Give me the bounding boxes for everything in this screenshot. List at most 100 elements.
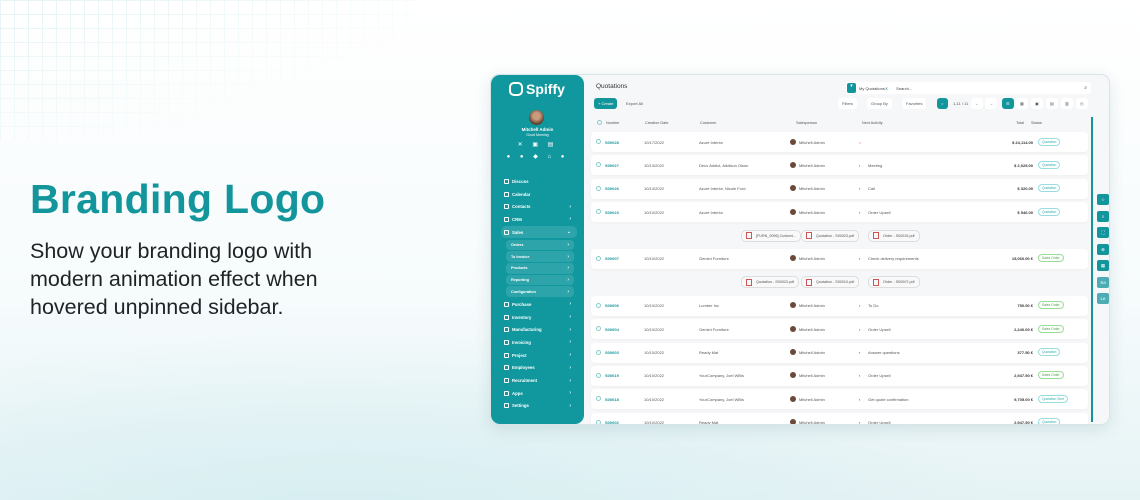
- row-checkbox[interactable]: [596, 302, 601, 308]
- side-tool-button[interactable]: ⊕: [1097, 243, 1109, 255]
- order-number[interactable]: S00023: [605, 209, 619, 215]
- side-tool-button[interactable]: ▦: [1097, 260, 1109, 271]
- prev-page-button[interactable]: ←: [971, 98, 983, 109]
- table-row[interactable]: S00019 10/10/2022 YourCompany, Joel Will…: [591, 365, 1088, 386]
- attachment-chip[interactable]: Order - S00007.pdf: [868, 276, 920, 289]
- col-total[interactable]: Total: [1016, 121, 1025, 125]
- kanban-view-button[interactable]: ▦: [1016, 98, 1028, 109]
- side-tool-button[interactable]: ⛶: [1097, 227, 1109, 238]
- sidebar-item-employees[interactable]: Employees ›: [501, 362, 577, 375]
- list-view-button[interactable]: ☰: [1002, 98, 1014, 109]
- col-customer[interactable]: Customer: [700, 121, 717, 125]
- row-checkbox[interactable]: [596, 185, 601, 191]
- order-number[interactable]: S00019: [605, 373, 619, 379]
- table-row[interactable]: S00004 10/10/2022 Gemini Furniture Mitch…: [591, 319, 1088, 340]
- side-tool-button[interactable]: ☆: [1097, 194, 1109, 205]
- scrollbar[interactable]: [1091, 117, 1093, 422]
- table-row[interactable]: S00003 10/10/2022 Ready Mat Mitchell Adm…: [591, 342, 1088, 363]
- order-number[interactable]: S00006: [605, 303, 619, 309]
- sidebar-item-discuss[interactable]: Discuss: [501, 175, 577, 188]
- search-icon[interactable]: ⌕: [1084, 85, 1087, 91]
- attachment-chip[interactable]: Quotation - S00010.pdf: [801, 276, 860, 289]
- sidebar-item-manufacturing[interactable]: Manufacturing ›: [501, 323, 577, 336]
- row-checkbox[interactable]: [596, 255, 601, 261]
- attachment-chip[interactable]: Order - S00015.pdf: [868, 229, 920, 242]
- row-checkbox[interactable]: [596, 139, 601, 144]
- table-row[interactable]: S00002 10/10/2022 Ready Mat Mitchell Adm…: [591, 412, 1088, 425]
- order-number[interactable]: S00018: [605, 396, 619, 402]
- order-number[interactable]: S00026: [605, 186, 619, 192]
- sidebar-subitem-reporting[interactable]: Reporting ›: [506, 274, 574, 286]
- activity-icon[interactable]: ○: [859, 139, 862, 145]
- filters-button[interactable]: Filters: [838, 98, 857, 109]
- sidebar-subitem-configuration[interactable]: Configuration ›: [506, 286, 574, 297]
- sidebar-item-calendar[interactable]: Calendar: [501, 188, 577, 201]
- row-checkbox[interactable]: [596, 396, 601, 402]
- order-number[interactable]: S00007: [605, 256, 619, 262]
- row-checkbox[interactable]: [596, 419, 601, 424]
- activity-view-button[interactable]: ◷: [1076, 98, 1088, 109]
- attachment-chip[interactable]: Quotation - S00023.pdf: [801, 229, 860, 242]
- sidebar-subitem-products[interactable]: Products ›: [506, 263, 574, 274]
- filter-chip[interactable]: My Quotations: [859, 85, 885, 91]
- sidebar-item-contacts[interactable]: Contacts ›: [501, 200, 577, 213]
- favorites-button[interactable]: Favorites: [902, 98, 927, 109]
- col-number[interactable]: Number: [606, 121, 620, 125]
- row-checkbox[interactable]: [596, 349, 601, 355]
- side-tool-button[interactable]: Le: [1097, 293, 1109, 304]
- sidebar-item-inventory[interactable]: Inventory ›: [501, 311, 577, 324]
- sidebar-subitem-orders[interactable]: Orders ›: [506, 239, 574, 251]
- activity-icon[interactable]: ▪: [859, 209, 861, 215]
- sidebar-item-recruitment[interactable]: Recruitment ›: [501, 374, 577, 387]
- activity-icon[interactable]: ▪: [859, 186, 861, 192]
- col-salesperson[interactable]: Salesperson: [796, 121, 818, 125]
- quick-icons[interactable]: ✕ ▣ ▤: [517, 142, 558, 148]
- search-input[interactable]: ▾ My Quotations ✕ Search... ⌕: [846, 82, 1091, 94]
- row-checkbox[interactable]: [596, 162, 601, 168]
- activity-icon[interactable]: ▪: [859, 162, 861, 168]
- sidebar-item-purchase[interactable]: Purchase ›: [501, 298, 577, 311]
- sidebar-item-apps[interactable]: Apps ›: [501, 387, 577, 400]
- sidebar-item-settings[interactable]: Settings ›: [501, 400, 577, 413]
- order-number[interactable]: S00027: [605, 162, 619, 168]
- col-date[interactable]: Creation Date: [645, 121, 669, 125]
- activity-icon[interactable]: ▪: [859, 350, 861, 356]
- select-all-checkbox[interactable]: [597, 120, 602, 125]
- attachment-chip[interactable]: Quotation - S00023.pdf: [741, 276, 800, 289]
- remove-filter-icon[interactable]: ✕: [884, 85, 889, 91]
- sidebar-subitem-to-invoice[interactable]: To Invoice ›: [506, 251, 574, 262]
- col-status[interactable]: Status: [1031, 121, 1042, 125]
- table-row[interactable]: S00006 10/10/2022 Lumber Inc Mitchell Ad…: [591, 295, 1088, 316]
- sidebar-item-invoicing[interactable]: Invoicing ›: [501, 336, 577, 349]
- table-row[interactable]: S00028 10/17/2022 Azure Interior Mitchel…: [591, 132, 1088, 152]
- row-checkbox[interactable]: [596, 209, 601, 215]
- sidebar-item-project[interactable]: Project ›: [501, 349, 577, 362]
- order-number[interactable]: S00003: [605, 350, 619, 356]
- activity-icon[interactable]: ▪: [859, 396, 861, 402]
- table-row[interactable]: S00026 10/13/2022 Azure Interior, Nicole…: [591, 178, 1088, 199]
- activity-icon[interactable]: ▪: [859, 373, 861, 379]
- row-checkbox[interactable]: [596, 372, 601, 378]
- create-button[interactable]: + Create: [594, 98, 618, 109]
- brand-logo[interactable]: Spiffy: [509, 81, 565, 97]
- side-tool-button[interactable]: ⌕: [1097, 210, 1109, 222]
- table-row[interactable]: S00023 10/10/2022 Azure Interior Mitchel…: [591, 202, 1088, 223]
- order-number[interactable]: S00002: [605, 420, 619, 425]
- row-checkbox[interactable]: [596, 326, 601, 332]
- side-tool-button[interactable]: Sa: [1097, 276, 1109, 288]
- activity-icon[interactable]: ▪: [859, 303, 861, 309]
- attachment-chip[interactable]: [FURN_0096] Customi...: [741, 229, 802, 242]
- group-by-button[interactable]: Group By: [867, 98, 892, 109]
- table-row[interactable]: S00007 10/10/2022 Gemini Furniture Mitch…: [591, 248, 1088, 269]
- calendar-view-button[interactable]: ▣: [1031, 98, 1043, 109]
- activity-icon[interactable]: ▪: [859, 420, 861, 425]
- refresh-icon[interactable]: ○: [937, 98, 948, 109]
- table-row[interactable]: S00018 10/10/2022 YourCompany, Joel Will…: [591, 389, 1088, 410]
- activity-icon[interactable]: ▪: [859, 326, 861, 332]
- order-number[interactable]: S00028: [605, 139, 619, 145]
- graph-view-button[interactable]: ▥: [1061, 98, 1073, 109]
- export-all-button[interactable]: Export All: [626, 101, 643, 106]
- order-number[interactable]: S00004: [605, 326, 619, 332]
- sidebar-item-crm[interactable]: CRM ›: [501, 213, 577, 226]
- col-next-activity[interactable]: Next Activity: [862, 121, 883, 125]
